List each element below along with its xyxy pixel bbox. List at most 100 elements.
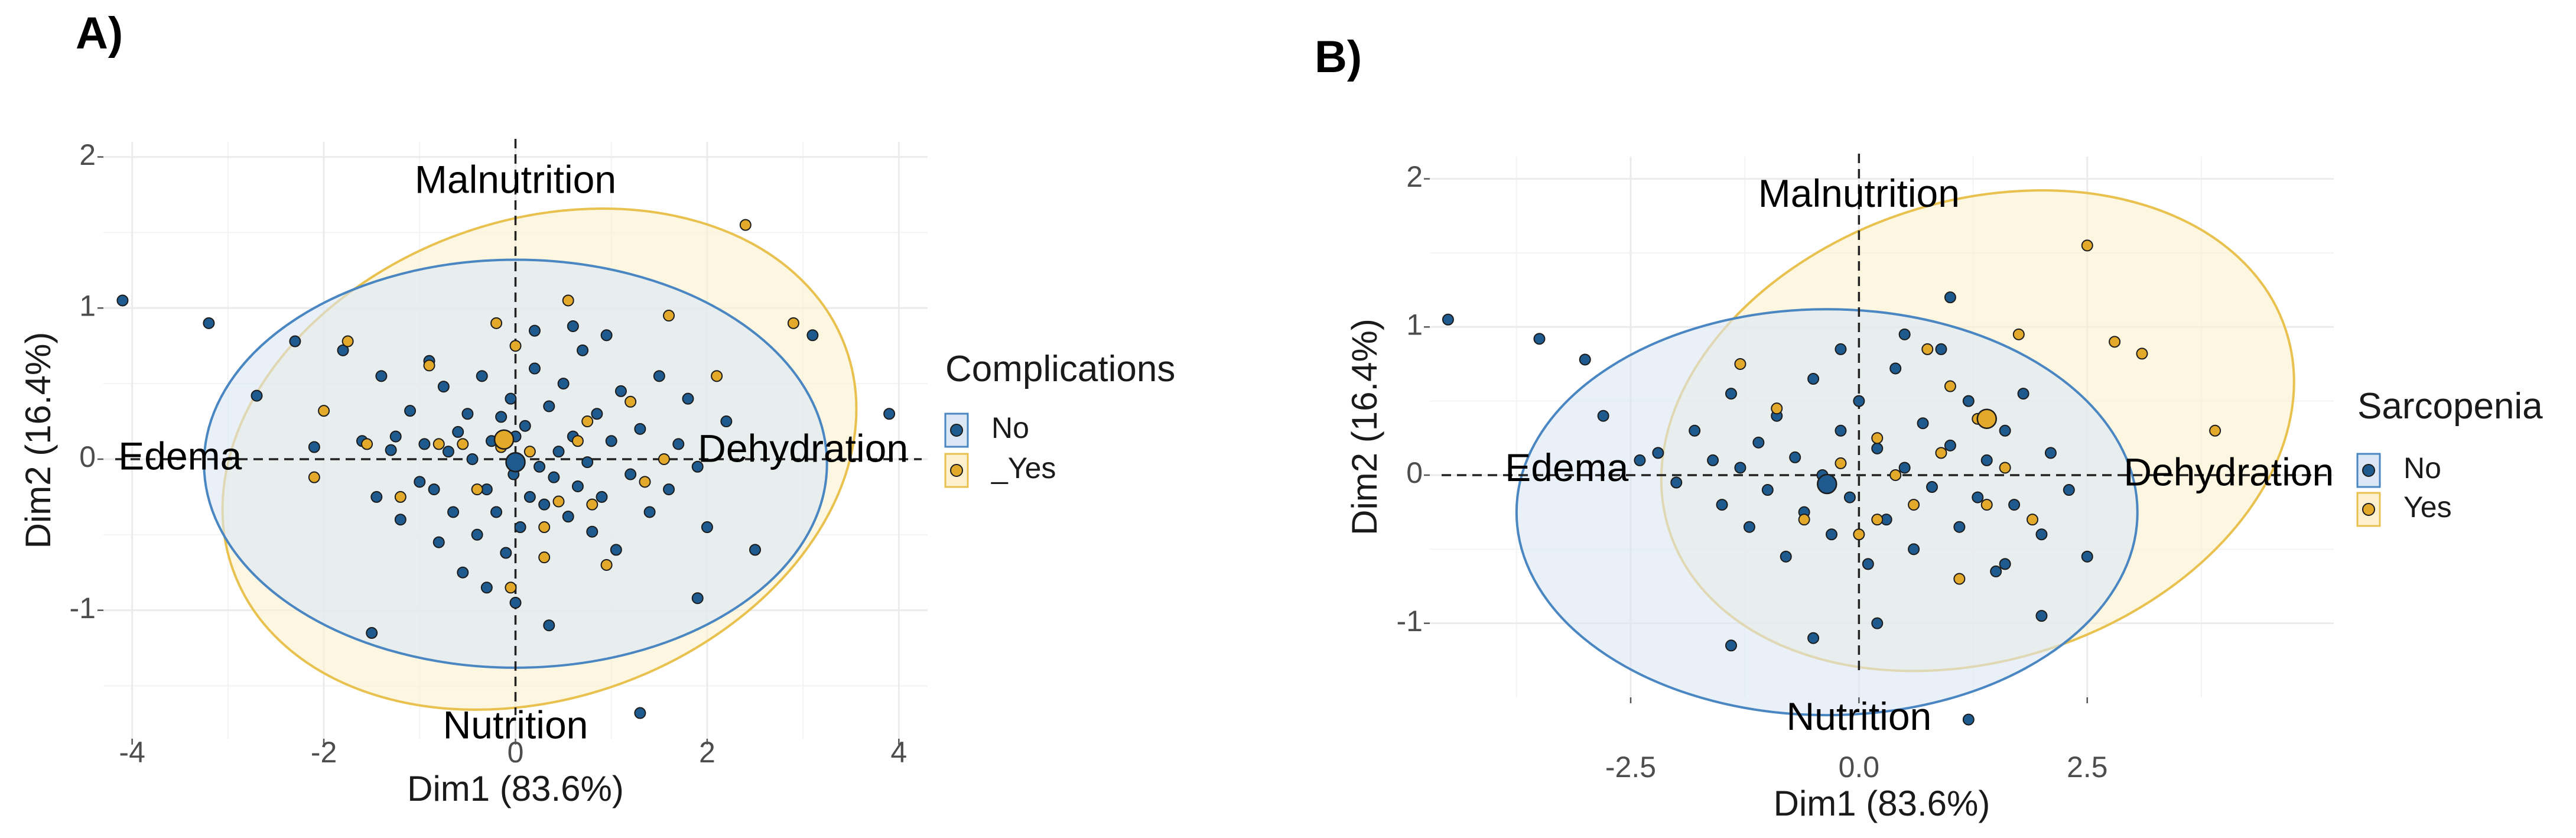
data-point — [495, 411, 508, 423]
legend-key-yes — [2356, 492, 2381, 527]
legend-label: _Yes — [991, 452, 1056, 485]
data-point — [428, 483, 440, 496]
data-point — [1935, 447, 1947, 459]
data-point — [519, 420, 531, 432]
data-point — [1917, 417, 1929, 430]
data-point — [203, 317, 215, 329]
data-point — [1634, 454, 1646, 466]
data-point — [625, 395, 637, 408]
y-tick-label: 2 — [79, 138, 96, 171]
data-point — [1716, 499, 1728, 511]
data-point — [1807, 632, 1820, 644]
data-point — [452, 426, 464, 438]
data-point — [1926, 481, 1938, 493]
data-point — [653, 370, 665, 382]
y-axis-title: Dim2 (16.4%) — [18, 332, 58, 549]
data-point — [414, 476, 426, 488]
data-point — [720, 415, 733, 428]
legend: Sarcopenia No Yes — [2356, 386, 2543, 527]
data-point — [1835, 343, 1847, 355]
data-point — [634, 423, 646, 435]
data-point — [394, 491, 406, 503]
data-point — [505, 582, 517, 594]
legend-label: No — [991, 411, 1029, 444]
data-point — [1743, 521, 1755, 533]
data-point — [581, 456, 594, 469]
data-point — [534, 460, 546, 473]
data-point — [1843, 491, 1856, 504]
data-point — [2209, 424, 2222, 437]
data-point — [600, 558, 613, 571]
legend-label: No — [2403, 452, 2441, 485]
data-point — [2027, 514, 2038, 526]
data-point — [480, 582, 493, 594]
data-point — [1807, 373, 1820, 385]
legend: Complications No _Yes — [944, 349, 1175, 488]
annotation-malnutrition: Malnutrition — [415, 157, 616, 201]
data-point — [1980, 454, 1993, 466]
data-point — [476, 370, 488, 382]
panel-label: A) — [76, 8, 123, 59]
data-point — [432, 536, 445, 548]
legend-label: Yes — [2403, 491, 2452, 524]
data-point — [543, 400, 555, 412]
data-point — [614, 385, 627, 397]
data-point — [711, 370, 723, 382]
data-point — [505, 392, 517, 405]
centroid-no — [505, 452, 526, 473]
data-point — [1972, 491, 1984, 504]
data-point — [1871, 514, 1884, 526]
data-point — [1871, 432, 1884, 444]
data-point — [749, 544, 762, 556]
data-point — [562, 294, 574, 307]
data-point — [1652, 447, 1664, 459]
panel-label: B) — [1315, 32, 1362, 82]
data-point — [672, 438, 685, 450]
data-point — [2044, 447, 2057, 459]
data-point — [2017, 388, 2029, 400]
x-axis-title: Dim1 (83.6%) — [407, 769, 624, 808]
data-point — [2012, 328, 2025, 340]
data-point — [509, 596, 522, 609]
x-axis-title: Dim1 (83.6%) — [1774, 784, 1990, 823]
legend-title: Sarcopenia — [2357, 386, 2543, 427]
series-no — [1442, 291, 2093, 726]
y-tick-label: 0 — [79, 440, 96, 473]
data-point — [643, 506, 656, 518]
data-point — [1734, 358, 1746, 370]
series-yes — [1734, 239, 2222, 585]
data-point — [663, 483, 675, 496]
data-point — [1789, 451, 1801, 463]
y-tick-label: -1 — [1397, 605, 1423, 638]
data-point — [682, 392, 694, 405]
data-point — [1908, 543, 1920, 556]
y-tick-label: 2 — [1406, 160, 1423, 193]
data-point — [1921, 343, 1934, 355]
data-point — [1835, 457, 1847, 469]
data-point — [639, 476, 651, 488]
legend-symbol — [2362, 503, 2375, 516]
data-point — [538, 521, 551, 534]
y-tick-label: 1 — [79, 289, 96, 322]
data-point — [2035, 528, 2048, 541]
data-point — [1990, 565, 2002, 577]
data-point — [2109, 336, 2121, 348]
series-yes — [308, 219, 799, 594]
data-point — [1953, 521, 1966, 533]
data-point — [1871, 617, 1884, 629]
data-point — [457, 438, 469, 450]
data-point — [1908, 499, 1920, 511]
data-point — [471, 528, 483, 541]
data-point — [389, 430, 402, 443]
data-point — [514, 521, 526, 534]
data-point — [523, 491, 536, 503]
data-point — [577, 344, 589, 356]
x-tick-label: 0.0 — [1839, 751, 1880, 784]
data-point — [523, 446, 536, 458]
data-point — [605, 435, 617, 447]
data-point — [116, 294, 129, 307]
data-point — [432, 438, 445, 450]
data-point — [701, 521, 713, 534]
